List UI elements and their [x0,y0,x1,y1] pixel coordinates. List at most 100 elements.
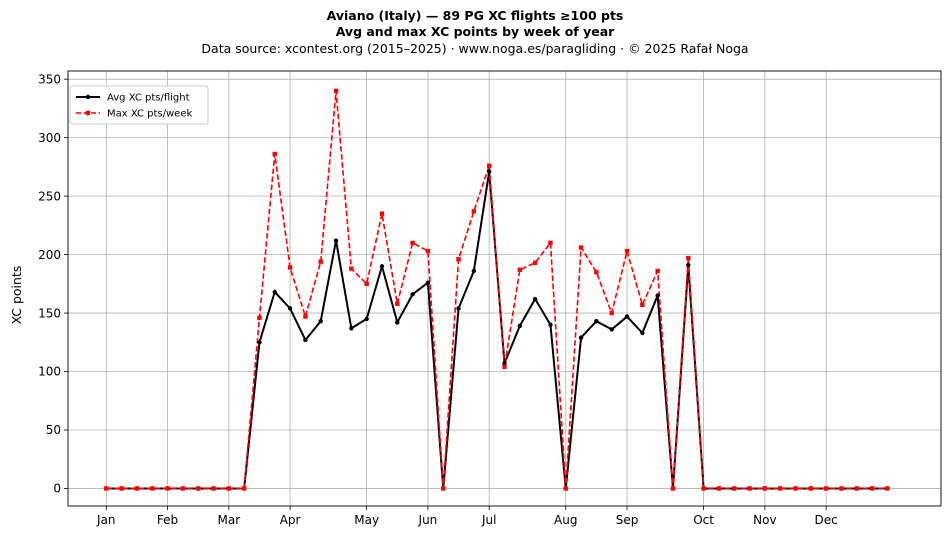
avg-point [502,361,507,366]
x-tick-label: Nov [753,513,776,527]
avg-point [379,264,385,269]
plot-frame [67,70,942,507]
max-point [303,314,308,319]
x-tick-label: Jun [418,513,438,527]
max-point [211,486,216,491]
legend-marker-max [85,110,91,116]
max-point [456,257,461,262]
max-point [257,315,262,320]
max-point [134,486,140,491]
max-point [425,248,431,254]
legend-box [69,85,209,125]
max-point [839,486,844,491]
avg-point [471,268,477,274]
y-tick-label: 50 [46,423,61,437]
avg-point [349,326,354,331]
max-point [777,486,783,491]
legend-label-max: Max XC pts/week [107,109,192,120]
avg-point [486,169,492,174]
max-point [716,486,722,491]
max-point [594,269,599,275]
max-point [486,163,492,168]
avg-point [303,337,308,343]
avg-point [578,335,584,340]
title-block: Aviano (Italy) — 89 PG XC flights ≥100 p… [0,8,950,57]
max-point [808,486,814,491]
avg-point [640,330,645,336]
max-point [349,266,354,271]
max-point [195,486,201,491]
max-point [395,301,400,306]
avg-series-line [106,170,888,490]
avg-point [532,296,538,302]
max-point [241,486,247,491]
avg-point [594,319,599,324]
max-point [379,211,385,216]
max-point [287,265,293,270]
y-tick-label: 350 [38,72,61,86]
series-layer [104,88,890,491]
avg-point [655,293,660,298]
chart-title: Aviano (Italy) — 89 PG XC flights ≥100 p… [326,8,624,23]
max-point [670,486,676,491]
max-point [104,486,109,491]
max-point [609,310,614,316]
avg-point [548,322,553,327]
max-point [747,486,752,491]
axes-layer: 0 50 100 150 200 250 300 350 Jan Feb Mar Apr May Jun J… [38,70,942,527]
max-point [318,259,323,264]
max-point [701,486,706,491]
avg-point [425,280,431,285]
x-tick-label: Oct [693,513,714,527]
max-point [119,486,124,491]
legend-marker-avg [85,94,91,100]
max-point [333,88,339,94]
max-point [732,486,737,491]
x-tick-label: Sep [616,513,639,527]
avg-point [257,340,262,345]
avg-point [395,320,400,325]
legend: Avg XC pts/flight Max XC pts/week [69,85,209,125]
x-tick-label: Mar [217,513,240,527]
x-tick-label: Feb [157,513,178,527]
max-point [885,486,890,491]
x-tick-label: Jul [481,513,496,527]
y-tick-label: 200 [38,248,61,262]
grid-layer [68,71,941,506]
y-tick-label: 100 [38,365,61,379]
x-tick-label: Aug [554,513,577,527]
max-point [441,486,446,491]
max-point [471,209,477,214]
avg-point [318,319,323,324]
max-point [823,486,829,491]
max-point [410,240,415,246]
max-point [502,364,507,370]
avg-point [287,306,293,311]
max-point [655,268,660,274]
avg-point [609,327,614,332]
y-tick-label: 250 [38,189,61,203]
max-point [272,151,277,157]
avg-point [517,323,523,329]
max-point [563,486,568,491]
avg-point [272,289,277,295]
avg-point [686,262,691,268]
max-point [854,486,859,491]
max-point [762,486,768,491]
max-point [180,486,186,491]
chart-title-2: Avg and max XC points by week of year [335,24,615,39]
x-tick-label: Dec [815,513,838,527]
avg-point [624,314,630,319]
y-tick-label: 150 [38,306,61,320]
x-tick-label: Apr [280,513,301,527]
y-axis-label: XC points [9,266,24,325]
max-point [793,486,798,491]
max-point [226,486,232,491]
y-tick-label: 300 [38,131,61,145]
avg-point [410,292,415,297]
max-point [686,255,691,261]
y-tick-label: 0 [53,482,61,496]
legend-label-avg: Avg XC pts/flight [107,93,190,104]
max-point [364,281,369,287]
